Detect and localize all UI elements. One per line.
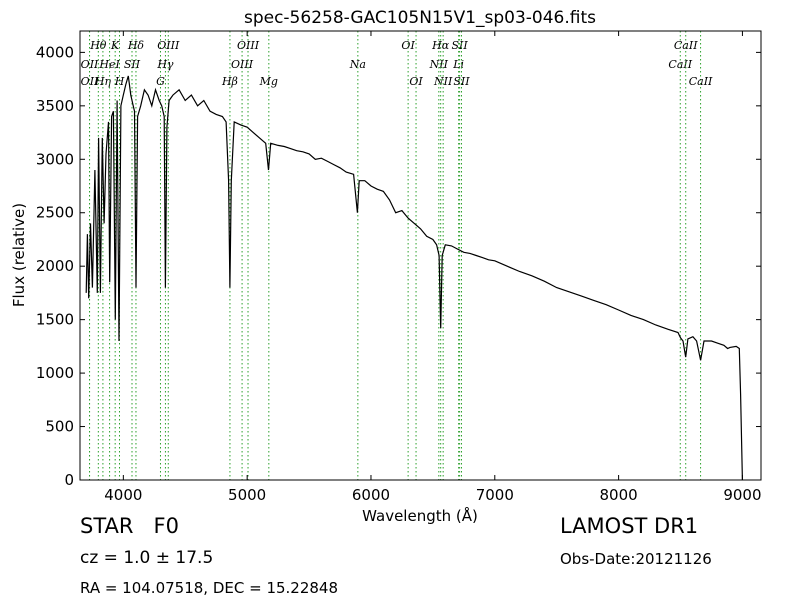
x-tick-label-4: 8000 — [600, 486, 638, 504]
line-label-14: OIII — [237, 39, 260, 52]
line-label-27: CaII — [689, 75, 713, 88]
survey-name: LAMOST DR1 — [560, 514, 699, 538]
spectrum-line — [85, 75, 743, 481]
y-tick-label-3: 1500 — [36, 311, 74, 329]
line-label-2: OII — [81, 58, 99, 71]
line-label-18: OI — [409, 75, 423, 88]
line-label-5: K — [110, 39, 120, 52]
line-label-11: OIII — [157, 39, 180, 52]
line-label-7: SII — [124, 58, 141, 71]
redshift-info: cz = 1.0 ± 17.5 — [80, 548, 214, 568]
object-class: STAR — [80, 514, 134, 538]
line-label-10: Hγ — [156, 58, 174, 71]
plot-frame — [79, 30, 762, 481]
line-label-0: OII — [81, 75, 99, 88]
x-tick-label-5: 9000 — [723, 486, 761, 504]
line-label-15: Mg — [259, 75, 278, 88]
x-tick-label-3: 7000 — [476, 486, 514, 504]
line-label-12: Hβ — [221, 75, 238, 88]
x-tick-label-1: 5000 — [228, 486, 266, 504]
line-label-26: CaII — [674, 39, 698, 52]
line-label-4: HeI — [98, 58, 120, 71]
y-tick-label-2: 1000 — [36, 364, 74, 382]
y-tick-label-5: 2500 — [36, 204, 74, 222]
line-label-24: SII — [453, 75, 470, 88]
chart-title: spec-56258-GAC105N15V1_sp03-046.fits — [244, 8, 596, 28]
y-tick-label-4: 2000 — [36, 257, 74, 275]
observation-date: Obs-Date:20121126 — [560, 550, 712, 568]
object-subclass: F0 — [153, 514, 179, 538]
y-tick-label-1: 500 — [45, 418, 74, 436]
class-info: STAR F0 — [80, 514, 179, 538]
axes: 4000 5000 6000 7000 8000 9000 0 500 1000 1500 2000… — [36, 31, 762, 504]
x-axis-label: Wavelength (Å) — [362, 506, 478, 525]
line-label-22: Li — [452, 58, 464, 71]
y-axis-label: Flux (relative) — [10, 203, 28, 307]
x-tick-label-0: 4000 — [104, 486, 142, 504]
line-label-16: Na — [349, 58, 366, 71]
coordinates-info: RA = 104.07518, DEC = 15.22848 — [80, 579, 339, 597]
line-label-1: Hθ — [89, 39, 107, 52]
line-markers: OIIHθOIIHηHeIKHSIIHδGHγOIIIHβOIIIOIIIMgN… — [81, 31, 713, 480]
line-label-8: Hδ — [127, 39, 145, 52]
line-label-3: Hη — [94, 75, 112, 88]
x-tick-label-2: 6000 — [352, 486, 390, 504]
line-label-21: Hα — [431, 39, 450, 52]
line-label-13: OIII — [231, 58, 254, 71]
y-tick-label-0: 0 — [64, 471, 74, 489]
line-label-25: CaII — [668, 58, 692, 71]
line-label-23: SII — [452, 39, 469, 52]
line-label-6: H — [114, 75, 125, 88]
line-label-19: NII — [429, 58, 449, 71]
y-tick-label-7: 3500 — [36, 97, 74, 115]
line-label-20: NII — [433, 75, 453, 88]
y-tick-label-8: 4000 — [36, 43, 74, 61]
line-label-9: G — [156, 75, 165, 88]
y-tick-label-6: 3000 — [36, 150, 74, 168]
line-label-17: OI — [401, 39, 415, 52]
